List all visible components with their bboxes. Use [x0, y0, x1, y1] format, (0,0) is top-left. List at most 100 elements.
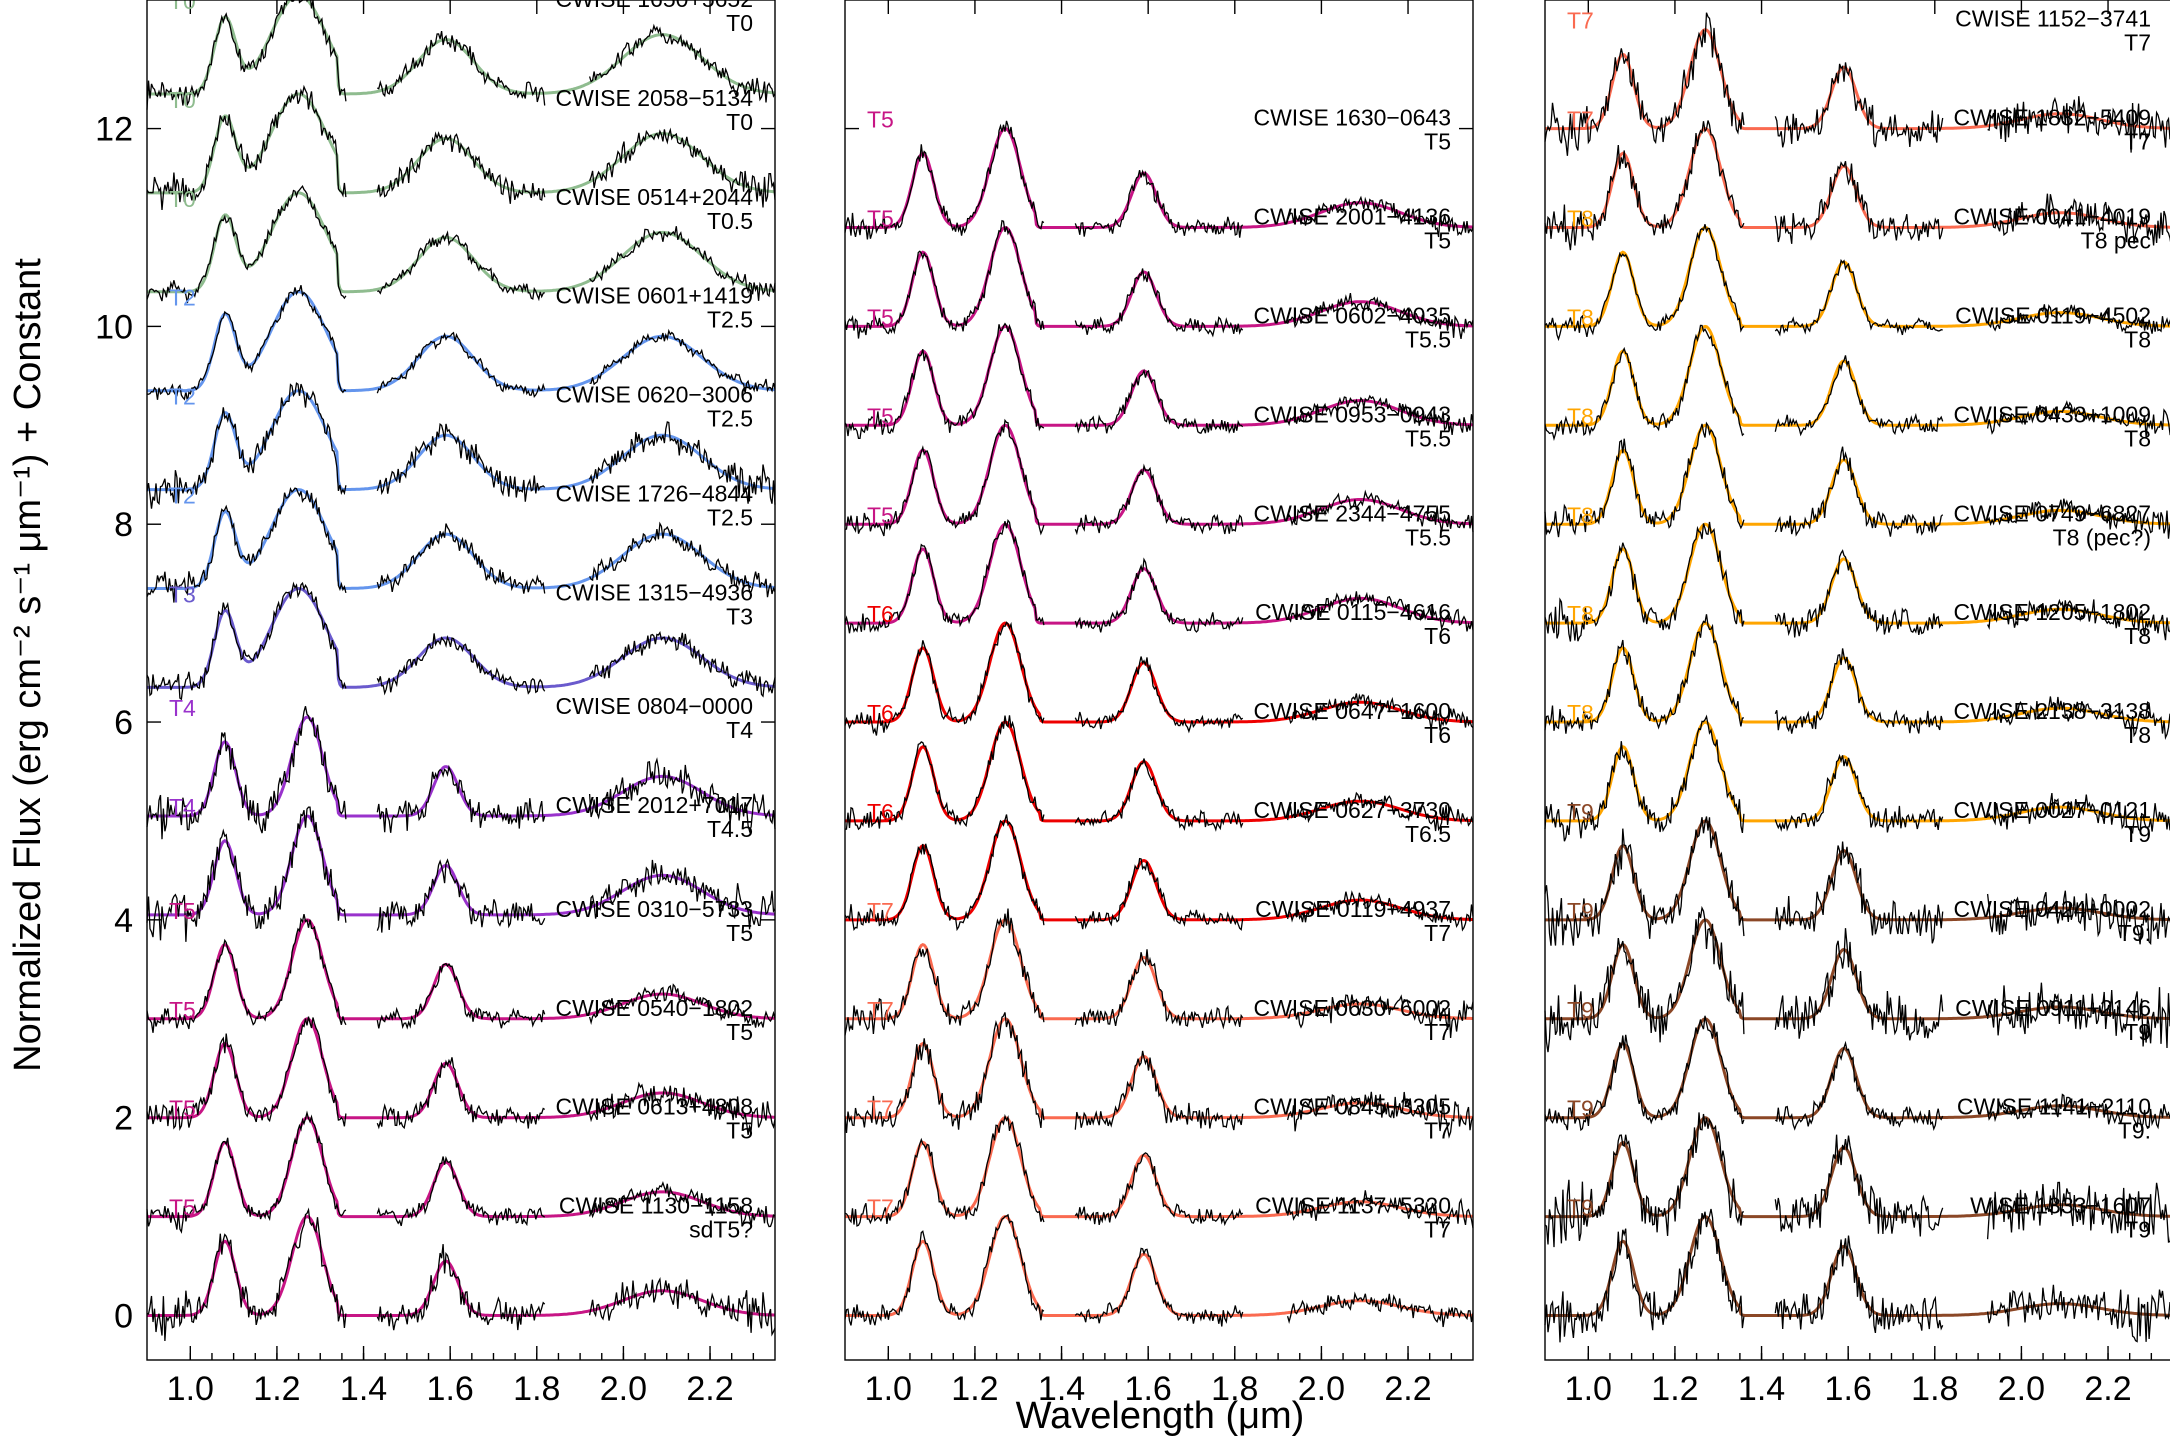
object-name-label: CWISE 1650+5652	[555, 0, 753, 12]
spectral-type-label: T9:	[2118, 1118, 2151, 1144]
standard-type-label: T3	[169, 581, 196, 607]
object-name-label: CWISE 0749−6827	[1953, 500, 2151, 526]
object-name-label: CWISE 0027−0121	[1953, 797, 2151, 823]
observed-spectrum	[844, 908, 1474, 1039]
spectrum-CWISE 0647−1600: T6 CWISE 0647−1600T6	[844, 698, 1474, 832]
observed-spectrum	[1544, 521, 2170, 642]
standard-spectrum	[147, 1017, 775, 1120]
observed-spectrum	[1544, 421, 2170, 539]
standard-type-label: T9	[1567, 898, 1594, 924]
spectrum-CWISE 1726−4844: T2 CWISE 1726−4844T2.5	[146, 480, 776, 603]
standard-type-label: T6	[867, 700, 894, 726]
x-tick-label: 1.4	[1738, 1370, 1785, 1408]
spectrum-CWISE 1630−0643: T5 CWISE 1630−0643T5	[844, 105, 1474, 240]
x-tick-label: 1.6	[427, 1370, 474, 1408]
spectrum-CWISE 0540−1802: T5 CWISE 0540−1802T5	[146, 995, 776, 1136]
observed-spectrum	[146, 0, 776, 110]
observed-spectrum	[844, 322, 1474, 440]
spectrum-CWISE 0115−4616: T6 CWISE 0115−4616T6	[844, 599, 1474, 736]
object-name-label: CWISE 0540−1802	[555, 995, 753, 1021]
observed-spectrum	[146, 1207, 776, 1342]
y-tick-label: 0	[114, 1297, 133, 1335]
observed-spectrum	[844, 518, 1474, 634]
object-name-label: CWISE 1832−5409	[1953, 105, 2151, 131]
observed-spectrum	[844, 715, 1474, 832]
observed-spectrum	[146, 581, 776, 701]
object-name-label: CWISE 0424+0002	[1953, 896, 2151, 922]
observed-spectrum	[844, 1012, 1474, 1139]
x-tick-label: 2.2	[1384, 1370, 1431, 1408]
spectrum-CWISE 0911+2146: T9 CWISE 0911+2146T9	[1544, 995, 2170, 1132]
spectrum-CWISE 2012+7017: T4 CWISE 2012+7017T4.5	[146, 792, 776, 942]
observed-spectrum	[1544, 12, 2170, 156]
spectral-type-label: T7	[1424, 1217, 1451, 1243]
spectrum-CWISE 2001−4136: T5 CWISE 2001−4136T5	[844, 204, 1474, 340]
spectral-type-label: T5	[726, 920, 753, 946]
object-name-label: CWISE 1630−0643	[1253, 105, 1451, 131]
spectrum-CWISE 2058−5134: T0 CWISE 2058−5134T0	[146, 84, 776, 210]
object-name-label: CWISE 1141−2110	[1957, 1094, 2151, 1120]
spectral-type-label: T0	[726, 109, 753, 135]
object-name-label: CWISE 1205−1802	[1953, 599, 2151, 625]
standard-type-label: T4	[169, 695, 196, 721]
panel-1: 1.01.21.41.61.82.02.2024681012T0CWISE 16…	[95, 0, 776, 1408]
spectrum-CWISE 0119−4502: T8 CWISE 0119−4502T8	[1544, 302, 2170, 442]
observed-spectrum	[844, 120, 1474, 240]
spectral-type-label: T9:	[2118, 920, 2151, 946]
spectrum-CWISE 1130−1158: T5 CWISE 1130−1158sdT5?	[146, 1193, 776, 1342]
y-tick-label: 12	[95, 111, 133, 149]
spectrum-CWISE 0424+0002: T9 CWISE 0424+0002T9:	[1544, 896, 2170, 1053]
object-name-label: CWISE 0601+1419	[555, 283, 753, 309]
standard-type-label: T2	[169, 384, 196, 410]
spectral-type-label: T2.5	[707, 504, 753, 530]
standard-type-label: T5	[867, 206, 894, 232]
observed-spectrum	[146, 184, 776, 304]
standard-type-label: T8	[1567, 700, 1594, 726]
x-ticks: 1.0 1.2 1.4 1.6 1.8 2.0 2.2	[167, 0, 755, 1408]
standard-type-label: T7	[867, 997, 894, 1023]
x-tick-label: 1.8	[513, 1370, 560, 1408]
spectral-type-label: T9	[2124, 821, 2151, 847]
standard-type-label: T7	[1567, 107, 1594, 133]
object-name-label: CWISE 1152−3741	[1955, 6, 2151, 32]
x-tick-label: 1.0	[865, 1370, 912, 1408]
spectrum-CWISE 0027−0121: T9 CWISE 0027−0121T9	[1544, 797, 2170, 946]
standard-type-label: T9	[1567, 799, 1594, 825]
object-name-label: CWISE 1130−1158	[559, 1193, 753, 1219]
spectrum-CWISE 1205−1802: T8 CWISE 1205−1802T8	[1544, 599, 2170, 740]
spectral-type-label: T5	[726, 1019, 753, 1045]
spectral-type-label: T7	[2124, 30, 2151, 56]
x-ticks: 1.0 1.2 1.4 1.6 1.8 2.0 2.2	[865, 0, 1453, 1408]
standard-spectrum	[1545, 819, 2170, 922]
spectral-type-label: T9	[2124, 1217, 2151, 1243]
spectrum-CWISE 0601+1419: T2 CWISE 0601+1419T2.5	[146, 283, 776, 402]
spectral-type-label: T3	[726, 603, 753, 629]
spectral-type-label: T0	[726, 10, 753, 36]
y-axis-label: Normalized Flux (erg cm⁻² s⁻¹ μm⁻¹) + Co…	[7, 258, 49, 1072]
spectral-type-label: T7	[1424, 920, 1451, 946]
spectrum-CWISE 0804−0000: T4 CWISE 0804−0000T4	[146, 693, 776, 840]
x-tick-label: 1.8	[1911, 1370, 1958, 1408]
observed-spectrum	[1544, 714, 2170, 842]
spectral-type-label: T0.5	[707, 208, 753, 234]
x-axis-label: Wavelength (μm)	[1016, 1395, 1305, 1437]
x-tick-label: 2.0	[600, 1370, 647, 1408]
x-tick-label: 1.4	[340, 1370, 387, 1408]
standard-type-label: T5	[169, 997, 196, 1023]
x-tick-label: 1.6	[1825, 1370, 1872, 1408]
standard-type-label: T5	[169, 898, 196, 924]
standard-spectrum	[845, 225, 1473, 328]
observed-spectrum	[146, 806, 776, 942]
spectral-type-label: T7	[1424, 1118, 1451, 1144]
standard-type-label: T8	[1567, 304, 1594, 330]
spectra-panels: 1.01.21.41.61.82.02.2024681012T0CWISE 16…	[95, 0, 2170, 1408]
standard-type-label: T7	[1567, 8, 1594, 34]
observed-spectrum	[146, 913, 776, 1033]
spectral-type-label: T9	[2124, 1019, 2151, 1045]
observed-spectrum	[1544, 324, 2170, 442]
object-name-label: CWISE 0602−4035	[1253, 302, 1451, 328]
object-name-label: CWISE 0911+2146	[1955, 995, 2151, 1021]
standard-spectrum	[845, 1215, 1473, 1317]
spectrum-CWISE 2138−3138: T8 CWISE 2138−3138T8	[1544, 698, 2170, 842]
object-name-label: CWISE 0620−3006	[555, 382, 753, 408]
